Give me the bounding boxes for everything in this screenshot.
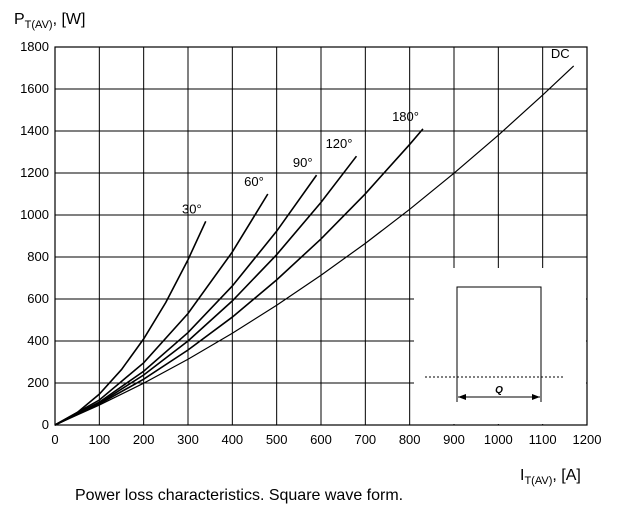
y-tick-label: 1200 [20,165,49,180]
legend-label: 180° [392,109,419,124]
x-label-sub: T(AV) [524,475,552,487]
legend-label: DC [551,46,570,61]
x-tick-label: 1000 [484,432,513,447]
x-tick-label: 200 [133,432,155,447]
x-tick-label: 1200 [573,432,602,447]
x-axis-label: IT(AV), [A] [520,467,581,487]
legend-label: 30° [182,201,202,216]
line [54,193,269,426]
y-tick-label: 0 [42,417,49,432]
inset-background [414,268,586,424]
x-tick-label: 500 [266,432,288,447]
x-tick-label: 900 [443,432,465,447]
y-tick-label: 200 [27,375,49,390]
caption: Power loss characteristics. Square wave … [75,487,403,504]
plot-border [54,46,588,426]
y-tick-label: 600 [27,291,49,306]
y-label-sub: T(AV) [25,19,53,31]
x-tick-label: 600 [310,432,332,447]
x-label-unit: , [A] [552,467,580,484]
inset-label: Q [495,385,503,396]
line [54,174,318,426]
y-label-unit: , [W] [53,11,86,28]
legend-label: 60° [244,174,264,189]
y-label-main: P [14,11,25,28]
x-tick-label: 700 [354,432,376,447]
x-tick-label: 0 [51,432,58,447]
line [54,65,575,426]
inset-pulse [456,286,542,377]
x-tick-label: 400 [221,432,243,447]
y-tick-label: 1400 [20,123,49,138]
x-tick-label: 100 [88,432,110,447]
y-tick-label: 1800 [20,39,49,54]
y-tick-label: 400 [27,333,49,348]
legend-label: 120° [326,136,353,151]
y-axis-label: PT(AV), [W] [14,11,85,31]
y-tick-label: 1600 [20,81,49,96]
line [54,155,358,426]
legend-label: 90° [293,155,313,170]
line [54,220,207,426]
line [54,128,424,426]
x-label-main: I [520,467,524,484]
x-tick-label: 1100 [529,432,557,447]
x-tick-label: 300 [177,432,199,447]
x-tick-label: 800 [399,432,421,447]
y-tick-label: 1000 [20,207,49,222]
y-tick-label: 800 [27,249,49,264]
